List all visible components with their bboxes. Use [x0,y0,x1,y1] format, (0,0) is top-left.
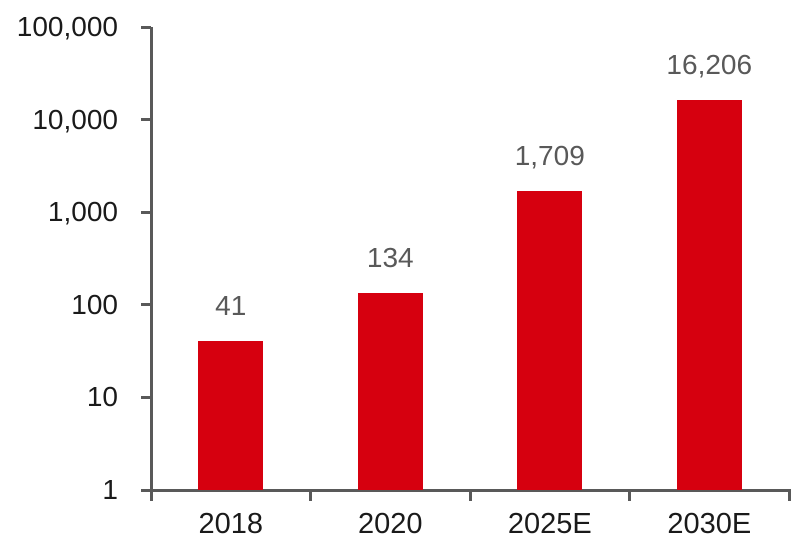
x-tick [787,490,791,501]
y-tick-label: 10,000 [32,103,118,135]
y-tick-label: 100,000 [16,11,118,42]
x-tick [628,490,631,501]
bar-value-label: 134 [366,242,414,274]
bar-value-label: 41 [215,289,247,321]
y-tick [141,488,151,492]
x-tick [468,490,472,501]
y-tick [141,395,151,399]
y-tick-label: 10 [86,381,118,413]
y-tick-label: 1 [102,474,118,505]
y-tick [141,210,151,214]
bar-value-label: 16,206 [666,49,753,81]
y-tick [141,303,151,307]
x-axis-label: 2018 [198,508,263,540]
bar [517,190,583,490]
bar [198,340,264,490]
y-tick-label: 1,000 [47,196,118,228]
x-axis-label: 2025E [507,508,592,540]
x-axis-label: 2030E [667,508,752,540]
x-axis-label: 2020 [357,508,423,540]
y-tick [141,25,151,29]
x-tick [149,490,153,501]
bar [357,293,423,490]
y-tick [141,118,151,122]
y-tick-label: 100 [71,288,118,320]
bar-value-label: 1,709 [514,139,585,171]
bar [676,100,742,490]
y-axis-line [149,27,153,493]
x-tick [309,490,312,501]
